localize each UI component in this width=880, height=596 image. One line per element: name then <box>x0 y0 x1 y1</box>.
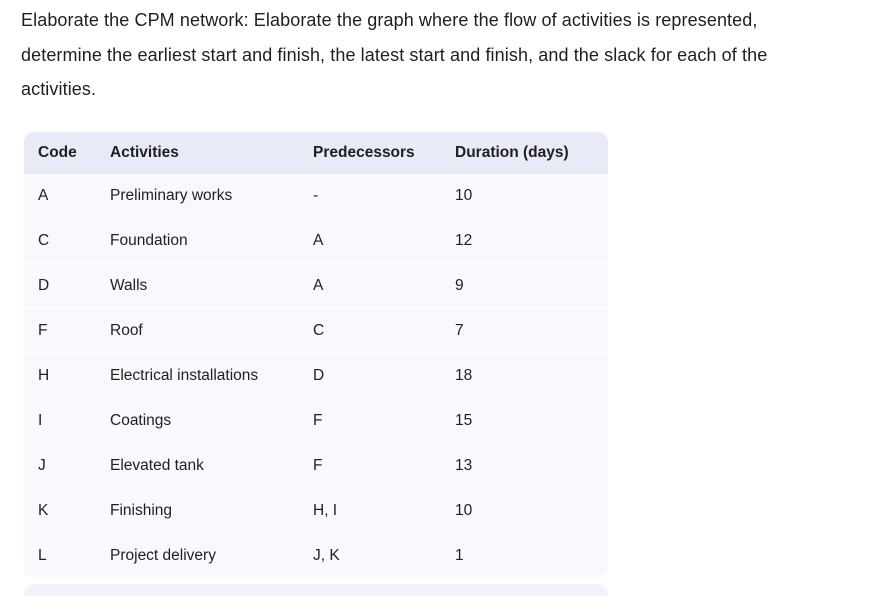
table-row: A Preliminary works - 10 <box>24 174 608 219</box>
cell-duration: 1 <box>455 534 608 577</box>
next-section-peek <box>24 584 608 596</box>
table-row: L Project delivery J, K 1 <box>24 534 608 577</box>
cell-code: F <box>24 309 110 354</box>
table-header-row: Code Activities Predecessors Duration (d… <box>24 132 608 174</box>
cell-predecessors: F <box>313 399 455 444</box>
cell-predecessors: A <box>313 264 455 309</box>
cell-activity: Coatings <box>110 399 313 444</box>
cell-activity: Walls <box>110 264 313 309</box>
cell-predecessors: A <box>313 219 455 264</box>
cell-predecessors: H, I <box>313 489 455 534</box>
cell-activity: Preliminary works <box>110 174 313 219</box>
cell-activity: Roof <box>110 309 313 354</box>
cell-code: D <box>24 264 110 309</box>
cell-predecessors: - <box>313 174 455 219</box>
cell-duration: 13 <box>455 444 608 489</box>
cell-duration: 15 <box>455 399 608 444</box>
column-header-code: Code <box>24 132 110 174</box>
cell-activity: Elevated tank <box>110 444 313 489</box>
cell-activity: Electrical installations <box>110 354 313 399</box>
table-row: I Coatings F 15 <box>24 399 608 444</box>
cell-code: L <box>24 534 110 577</box>
cell-code: J <box>24 444 110 489</box>
cell-code: I <box>24 399 110 444</box>
column-header-activities: Activities <box>110 132 313 174</box>
activities-table: Code Activities Predecessors Duration (d… <box>24 132 608 577</box>
column-header-duration: Duration (days) <box>455 132 608 174</box>
cell-duration: 10 <box>455 174 608 219</box>
cell-code: C <box>24 219 110 264</box>
table-row: J Elevated tank F 13 <box>24 444 608 489</box>
cell-duration: 12 <box>455 219 608 264</box>
cell-duration: 10 <box>455 489 608 534</box>
cell-predecessors: C <box>313 309 455 354</box>
cell-code: H <box>24 354 110 399</box>
cell-predecessors: F <box>313 444 455 489</box>
table-row: C Foundation A 12 <box>24 219 608 264</box>
table-row: D Walls A 9 <box>24 264 608 309</box>
table-row: K Finishing H, I 10 <box>24 489 608 534</box>
table-row: F Roof C 7 <box>24 309 608 354</box>
cell-code: K <box>24 489 110 534</box>
cell-predecessors: D <box>313 354 455 399</box>
cell-activity: Foundation <box>110 219 313 264</box>
cell-duration: 9 <box>455 264 608 309</box>
cell-activity: Project delivery <box>110 534 313 577</box>
prompt-text: Elaborate the CPM network: Elaborate the… <box>21 10 768 100</box>
table-row: H Electrical installations D 18 <box>24 354 608 399</box>
cell-predecessors: J, K <box>313 534 455 577</box>
cell-duration: 18 <box>455 354 608 399</box>
cell-duration: 7 <box>455 309 608 354</box>
column-header-predecessors: Predecessors <box>313 132 455 174</box>
cell-activity: Finishing <box>110 489 313 534</box>
cell-code: A <box>24 174 110 219</box>
